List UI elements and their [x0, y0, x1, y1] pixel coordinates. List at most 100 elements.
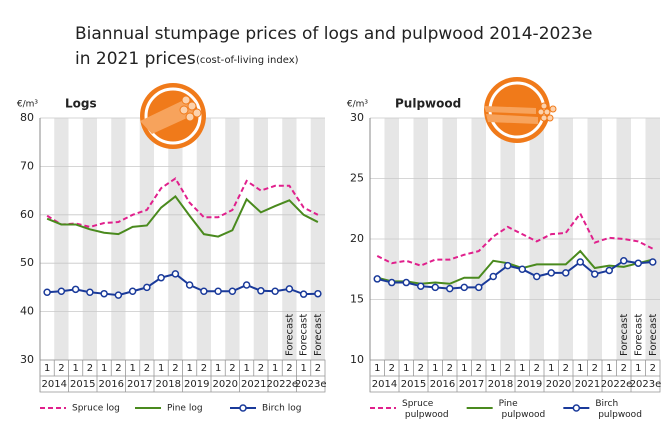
year-label: 2023e: [630, 379, 662, 390]
point-marker: [200, 287, 208, 296]
point-marker: [100, 289, 108, 298]
x-tick-label: 1: [158, 363, 164, 374]
band-shade: [82, 118, 97, 360]
forecast-label: Forecast: [619, 314, 630, 356]
year-label: 2016: [99, 379, 124, 390]
point-marker: [71, 285, 80, 294]
x-tick-label: 1: [300, 363, 306, 374]
band-shade: [225, 118, 240, 360]
year-label: 2017: [459, 379, 484, 390]
series-line: [46, 194, 319, 238]
point-marker: [446, 284, 454, 293]
point-marker: [634, 259, 642, 267]
point-marker: [242, 281, 251, 289]
point-marker: [171, 270, 180, 278]
y-tick-label: 80: [20, 111, 34, 124]
point-marker: [576, 258, 584, 266]
legend-label: Birch log: [262, 404, 301, 414]
x-tick-label: 1: [606, 363, 612, 374]
forecast-label: Forecast: [648, 314, 659, 356]
year-label: 2014: [372, 379, 397, 390]
band-shade: [253, 118, 268, 360]
pulpwood-icon: [484, 77, 557, 143]
point-marker: [649, 258, 657, 266]
year-label: 2021: [575, 379, 600, 390]
point-marker: [314, 289, 322, 298]
x-tick-label: 2: [258, 363, 264, 374]
y-tick-label: 25: [350, 172, 364, 185]
point-marker: [605, 266, 613, 275]
legend-marker: [239, 404, 247, 412]
x-tick-label: 2: [201, 363, 207, 374]
title-line2: in 2021 prices: [75, 49, 196, 69]
year-label: 2018: [156, 379, 181, 390]
y-axis-label: €/m³: [17, 100, 39, 110]
x-tick-label: 2: [447, 363, 453, 374]
forecast-label: Forecast: [284, 314, 295, 356]
point-marker: [489, 272, 497, 281]
x-tick-label: 1: [548, 363, 554, 374]
y-tick-label: 50: [20, 256, 34, 269]
point-marker: [504, 261, 512, 270]
x-tick-label: 1: [490, 363, 496, 374]
point-marker: [417, 282, 425, 290]
x-tick-label: 1: [403, 363, 409, 374]
band-shade: [111, 118, 126, 360]
series-line: [376, 211, 654, 267]
year-label: 2023e: [295, 379, 327, 390]
year-label: 2014: [42, 379, 67, 390]
y-tick-label: 70: [20, 159, 34, 172]
x-tick-label: 2: [172, 363, 178, 374]
x-tick-label: 1: [635, 363, 641, 374]
year-label: 2015: [401, 379, 426, 390]
y-tick-label: 30: [20, 353, 34, 366]
point-marker: [214, 287, 222, 296]
panel-title: Pulpwood: [395, 97, 461, 111]
band-shade: [196, 118, 211, 360]
year-label: 2022e: [266, 379, 298, 390]
x-tick-label: 2: [144, 363, 150, 374]
x-tick-label: 2: [563, 363, 569, 374]
year-label: 2019: [184, 379, 209, 390]
x-tick-label: 2: [418, 363, 424, 374]
point-marker: [620, 257, 628, 265]
point-marker: [402, 278, 410, 287]
point-marker: [128, 287, 137, 296]
band-shade: [282, 118, 297, 360]
point-marker: [43, 288, 51, 296]
point-marker: [533, 272, 541, 281]
y-tick-label: 60: [20, 208, 34, 221]
x-tick-label: 2: [534, 363, 540, 374]
y-tick-label: 30: [350, 111, 364, 124]
x-tick-label: 2: [315, 363, 321, 374]
x-tick-label: 1: [186, 363, 192, 374]
x-tick-label: 2: [650, 363, 656, 374]
point-marker: [388, 278, 396, 287]
x-tick-label: 2: [229, 363, 235, 374]
x-tick-label: 1: [101, 363, 107, 374]
x-tick-label: 1: [577, 363, 583, 374]
year-label: 2015: [70, 379, 95, 390]
x-tick-label: 1: [215, 363, 221, 374]
point-marker: [460, 283, 468, 292]
point-marker: [475, 283, 483, 292]
point-marker: [591, 270, 599, 278]
x-tick-label: 1: [272, 363, 278, 374]
forecast-label: Forecast: [299, 314, 310, 356]
point-marker: [431, 283, 439, 292]
y-tick-label: 40: [20, 305, 34, 318]
x-tick-label: 1: [129, 363, 135, 374]
point-marker: [157, 273, 165, 282]
point-marker: [562, 269, 570, 277]
point-marker: [228, 287, 237, 296]
legend-label: Pine pulpwood: [499, 399, 546, 420]
logs-icon: [140, 83, 206, 149]
y-tick-label: 20: [350, 232, 364, 245]
point-marker: [143, 283, 151, 292]
x-tick-label: 2: [476, 363, 482, 374]
forecast-label: Forecast: [633, 314, 644, 356]
band-shade: [310, 118, 325, 360]
x-tick-label: 2: [115, 363, 121, 374]
x-tick-label: 1: [461, 363, 467, 374]
x-tick-label: 2: [389, 363, 395, 374]
